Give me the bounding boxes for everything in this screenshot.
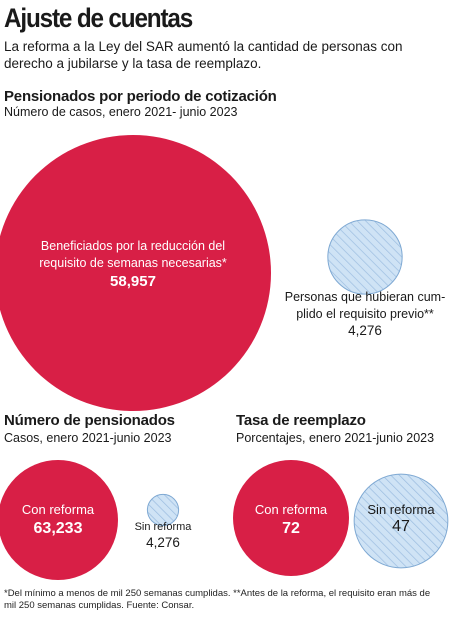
bubble-label-chart1-2-line2: plido el requisito previo**: [296, 307, 434, 321]
bubble-value-chart1-1: 58,957: [110, 273, 156, 290]
chart1-subtitle: Número de casos, enero 2021- junio 2023: [4, 105, 238, 119]
footnote: *Del mínimo a menos de mil 250 semanas c…: [4, 588, 431, 611]
chart3-title: Tasa de reemplazo: [236, 412, 366, 429]
bubble-label-chart2-1-line1: Con reforma: [22, 502, 95, 517]
bubble-label-chart3-1-line1: Con reforma: [255, 502, 328, 517]
chart2-title: Número de pensionados: [4, 412, 175, 429]
bubble-label-chart1-1-line1: Beneficiados por la reducción del: [41, 239, 225, 253]
bubble-value-chart1-2: 4,276: [348, 323, 382, 338]
bubble-value-chart2-1: 63,233: [34, 520, 83, 537]
bubble-hatched-chart1: [327, 219, 403, 295]
bubble-value-chart3-1: 72: [282, 520, 300, 537]
bubble-label-chart3-2-line1: Sin reforma: [367, 502, 435, 517]
bubble-hatched-chart2: [146, 493, 180, 527]
bubble-red-chart2: [0, 460, 118, 580]
bubble-label-chart1-1-line2: requisito de semanas necesarias*: [39, 256, 227, 270]
bubble-label-chart1-2-line1: Personas que hubieran cum-: [285, 290, 446, 304]
bubble-value-chart2-2: 4,276: [146, 535, 180, 550]
bubble-hatched-chart3: [353, 473, 449, 569]
bubble-label-chart2-2-line1: Sin reforma: [135, 521, 193, 533]
bubble-value-chart3-2: 47: [392, 518, 410, 535]
chart2-subtitle: Casos, enero 2021-junio 2023: [4, 431, 172, 445]
page-subtitle: La reforma a la Ley del SAR aumentó la c…: [4, 39, 403, 71]
chart1-title: Pensionados por periodo de cotización: [4, 88, 277, 105]
chart3-subtitle: Porcentajes, enero 2021-junio 2023: [236, 431, 435, 445]
page-title: Ajuste de cuentas: [4, 3, 193, 33]
bubble-red-chart3: [233, 460, 349, 576]
bubble-red-chart1: [0, 135, 271, 411]
